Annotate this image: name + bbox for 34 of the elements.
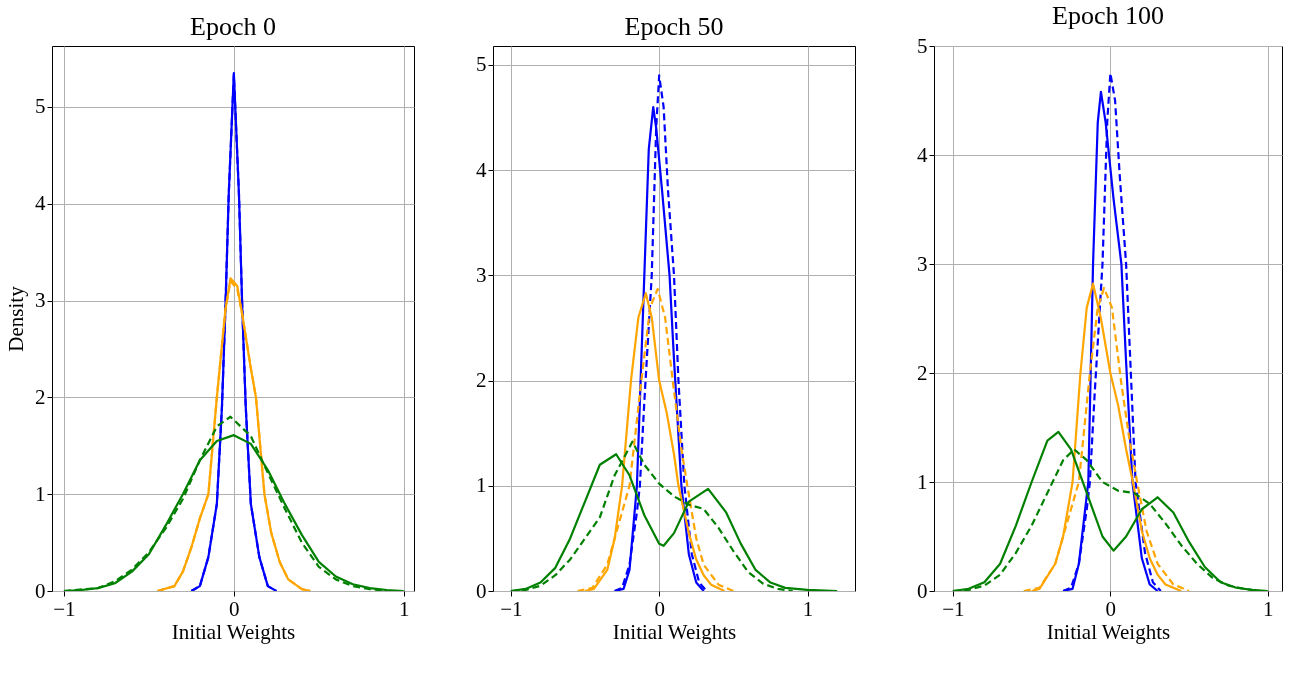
chart-title: Epoch 50 — [624, 12, 724, 41]
y-tick-label: 4 — [476, 157, 487, 182]
x-tick-label: 1 — [1263, 596, 1274, 621]
x-tick-label: 1 — [802, 596, 814, 621]
y-tick-label: 1 — [35, 481, 46, 506]
x-axis-title: Initial Weights — [1046, 619, 1171, 644]
y-tick-label: 4 — [917, 142, 928, 167]
x-tick-label: 0 — [229, 596, 240, 621]
y-tick-label: 0 — [476, 578, 487, 603]
y-tick-label: 5 — [917, 33, 928, 58]
y-tick-label: 1 — [476, 473, 487, 498]
x-tick-label: 0 — [654, 596, 665, 621]
y-tick-label: 2 — [917, 360, 928, 385]
y-axis-title: Density — [4, 285, 28, 352]
x-tick-label: 0 — [1105, 596, 1117, 621]
y-tick-label: 0 — [917, 578, 928, 603]
y-tick-label: 2 — [35, 384, 46, 409]
y-tick-label: 5 — [476, 52, 487, 77]
y-tick-label: 1 — [917, 469, 928, 494]
y-tick-label: 3 — [35, 288, 46, 313]
x-tick-label: −1 — [53, 596, 76, 621]
x-axis-title: Initial Weights — [171, 619, 296, 644]
chart-title: Epoch 100 — [1052, 1, 1164, 30]
y-tick-label: 3 — [917, 251, 928, 276]
x-tick-label: −1 — [942, 596, 965, 621]
x-tick-label: 1 — [399, 596, 410, 621]
chart-title: Epoch 0 — [190, 12, 276, 41]
y-tick-label: 2 — [476, 368, 487, 393]
y-tick-label: 0 — [35, 578, 46, 603]
y-tick-label: 3 — [476, 262, 487, 287]
x-tick-label: −1 — [500, 596, 523, 621]
y-tick-label: 4 — [35, 191, 46, 216]
y-tick-label: 5 — [35, 94, 46, 119]
x-axis-title: Initial Weights — [612, 619, 737, 644]
